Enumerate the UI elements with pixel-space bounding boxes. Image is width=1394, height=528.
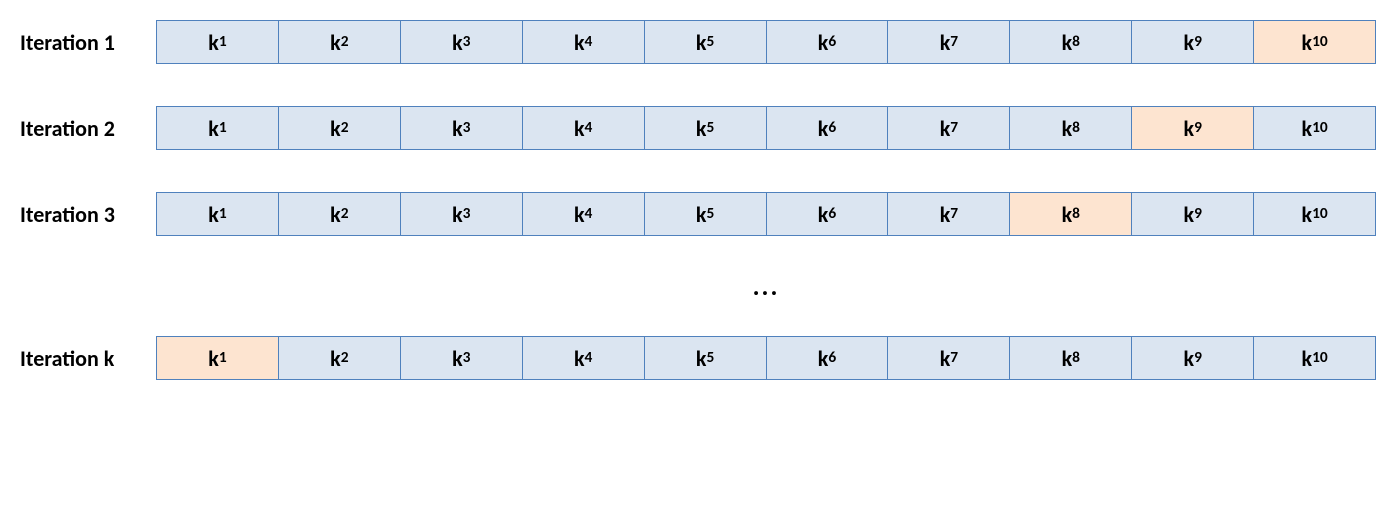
fold-cell: k5 bbox=[645, 106, 767, 150]
fold-cell: k10 bbox=[1254, 106, 1376, 150]
fold-cell: k10 bbox=[1254, 20, 1376, 64]
fold-cell: k10 bbox=[1254, 336, 1376, 380]
fold-cell: k1 bbox=[156, 20, 279, 64]
fold-cell: k5 bbox=[645, 336, 767, 380]
fold-cell: k3 bbox=[401, 192, 523, 236]
fold-cell: k3 bbox=[401, 336, 523, 380]
fold-cell: k4 bbox=[523, 336, 645, 380]
fold-cell: k5 bbox=[645, 192, 767, 236]
fold-cell: k8 bbox=[1010, 336, 1132, 380]
kfold-diagram: Iteration 1k1k2k3k4k5k6k7k8k9k10Iteratio… bbox=[18, 20, 1376, 380]
fold-cell: k6 bbox=[767, 20, 889, 64]
fold-cell: k9 bbox=[1132, 192, 1254, 236]
iteration-row: Iteration 1k1k2k3k4k5k6k7k8k9k10 bbox=[18, 20, 1376, 64]
fold-cell: k2 bbox=[279, 336, 401, 380]
fold-cell: k6 bbox=[767, 192, 889, 236]
fold-cell: k3 bbox=[401, 106, 523, 150]
fold-cell: k6 bbox=[767, 106, 889, 150]
fold-cell: k5 bbox=[645, 20, 767, 64]
fold-cell: k2 bbox=[279, 192, 401, 236]
fold-cell: k8 bbox=[1010, 192, 1132, 236]
fold-cell: k1 bbox=[156, 336, 279, 380]
iteration-label: Iteration 3 bbox=[18, 201, 156, 228]
fold-cell: k1 bbox=[156, 106, 279, 150]
fold-cells: k1k2k3k4k5k6k7k8k9k10 bbox=[156, 192, 1376, 236]
fold-cells: k1k2k3k4k5k6k7k8k9k10 bbox=[156, 106, 1376, 150]
fold-cell: k7 bbox=[888, 192, 1010, 236]
fold-cell: k9 bbox=[1132, 106, 1254, 150]
fold-cell: k2 bbox=[279, 20, 401, 64]
fold-cell: k7 bbox=[888, 20, 1010, 64]
fold-cells: k1k2k3k4k5k6k7k8k9k10 bbox=[156, 20, 1376, 64]
fold-cell: k10 bbox=[1254, 192, 1376, 236]
fold-cell: k4 bbox=[523, 192, 645, 236]
fold-cell: k9 bbox=[1132, 336, 1254, 380]
fold-cell: k3 bbox=[401, 20, 523, 64]
fold-cell: k7 bbox=[888, 336, 1010, 380]
iteration-row: Iteration kk1k2k3k4k5k6k7k8k9k10 bbox=[18, 336, 1376, 380]
fold-cell: k8 bbox=[1010, 20, 1132, 64]
iteration-row: Iteration 3k1k2k3k4k5k6k7k8k9k10 bbox=[18, 192, 1376, 236]
fold-cell: k9 bbox=[1132, 20, 1254, 64]
fold-cell: k2 bbox=[279, 106, 401, 150]
fold-cell: k4 bbox=[523, 20, 645, 64]
fold-cell: k4 bbox=[523, 106, 645, 150]
fold-cell: k8 bbox=[1010, 106, 1132, 150]
iteration-row: Iteration 2k1k2k3k4k5k6k7k8k9k10 bbox=[18, 106, 1376, 150]
fold-cell: k7 bbox=[888, 106, 1010, 150]
iteration-label: Iteration 2 bbox=[18, 115, 156, 142]
ellipsis: ... bbox=[156, 270, 1376, 302]
fold-cell: k6 bbox=[767, 336, 889, 380]
iteration-label: Iteration k bbox=[18, 345, 156, 372]
iteration-label: Iteration 1 bbox=[18, 29, 156, 56]
fold-cell: k1 bbox=[156, 192, 279, 236]
fold-cells: k1k2k3k4k5k6k7k8k9k10 bbox=[156, 336, 1376, 380]
